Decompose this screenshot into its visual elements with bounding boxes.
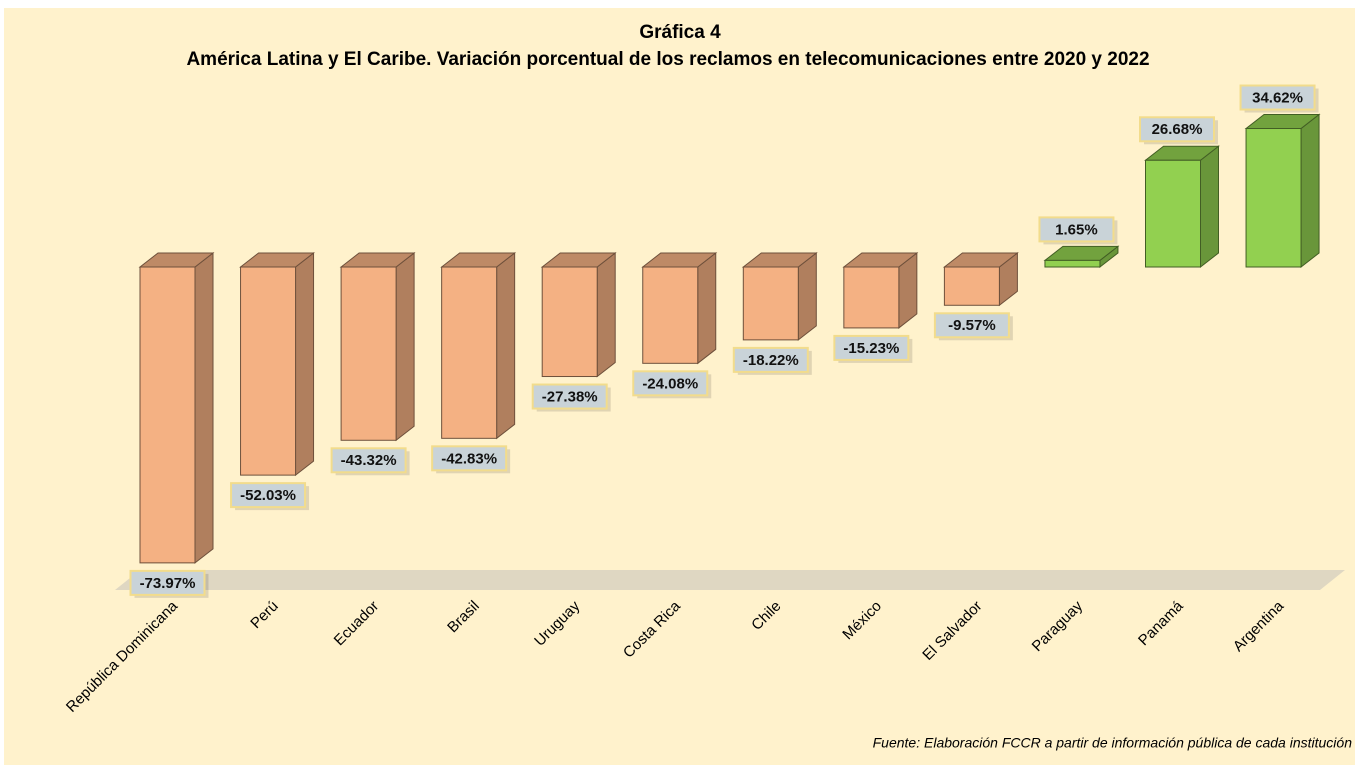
bar-side (596, 251, 616, 378)
data-label-box (1139, 116, 1215, 143)
bar-side (697, 251, 717, 365)
data-label-box (431, 445, 508, 472)
data-label-box (129, 569, 206, 596)
bar (340, 266, 397, 441)
bar-side (496, 251, 516, 440)
bar (742, 266, 799, 341)
data-label-box (732, 346, 809, 373)
data-label: -18.22% (743, 352, 799, 369)
data-label-box (933, 312, 1010, 339)
data-label-box (833, 334, 910, 361)
data-label-box (230, 482, 307, 509)
chart-subtitle: América Latina y El Caribe. Variación po… (186, 49, 1149, 70)
bar (1145, 159, 1201, 268)
bar-side (395, 251, 415, 442)
floor (115, 570, 1345, 590)
bar (1044, 259, 1101, 268)
data-label-box (632, 370, 709, 397)
bar (240, 266, 297, 476)
data-label-box (1038, 216, 1115, 243)
data-label: -42.83% (441, 450, 497, 467)
data-label-box (531, 383, 608, 410)
bar-side (797, 251, 817, 341)
data-label-box (330, 447, 407, 474)
bar (843, 266, 900, 329)
data-label: -24.08% (642, 375, 698, 392)
bar (139, 266, 196, 564)
data-label: -15.23% (843, 340, 899, 357)
bar (1245, 128, 1302, 268)
data-label-box (1239, 84, 1316, 111)
source-note: Fuente: Elaboración FCCR a partir de inf… (873, 735, 1353, 751)
data-label: -73.97% (140, 575, 196, 592)
data-label: 34.62% (1252, 89, 1303, 106)
data-label: -52.03% (240, 487, 296, 504)
data-label: 26.68% (1152, 121, 1203, 138)
data-label: -43.32% (341, 452, 397, 469)
bar (943, 266, 1000, 306)
bar-side (1200, 145, 1219, 269)
data-label: -9.57% (948, 317, 996, 334)
bar-side (194, 251, 214, 564)
bar (541, 266, 598, 378)
data-label: 1.65% (1055, 221, 1098, 238)
bar-side (295, 251, 315, 477)
data-label: -27.38% (542, 388, 598, 405)
bar (441, 266, 498, 439)
bar (642, 266, 699, 364)
bar-side (1300, 113, 1320, 269)
chart-title: Gráfica 4 (639, 22, 721, 43)
